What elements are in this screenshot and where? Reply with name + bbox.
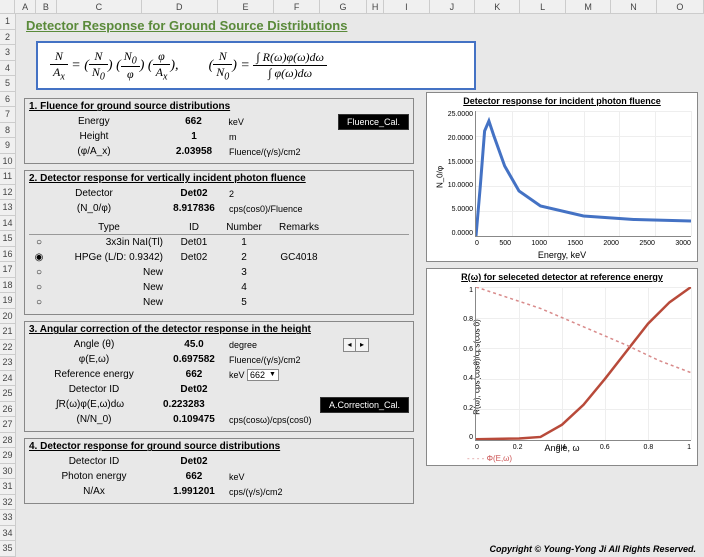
section-1-title: 1. Fluence for ground source distributio…	[29, 101, 409, 112]
section-4-title: 4. Detector response for ground source d…	[29, 441, 409, 452]
section-2: 2. Detector response for vertically inci…	[24, 170, 414, 315]
section-3-title: 3. Angular correction of the detector re…	[29, 324, 409, 335]
detector-radio[interactable]: ○	[29, 282, 49, 293]
copyright: Copyright © Young-Yong Ji All Rights Res…	[490, 544, 696, 554]
chart-detector-response: Detector response for incident photon fl…	[426, 92, 698, 262]
formula-box: NAx = (NN0) (N0φ) (φAx), (NN0) = ∫ R(ω)φ…	[36, 41, 476, 90]
ref-energy-dropdown[interactable]: 662▼	[247, 369, 279, 381]
detector-radio[interactable]: ○	[29, 267, 49, 278]
angle-spinner[interactable]: ◂▸	[343, 338, 369, 352]
detector-radio[interactable]: ○	[29, 297, 49, 308]
page-title: Detector Response for Ground Source Dist…	[16, 14, 704, 37]
section-4: 4. Detector response for ground source d…	[24, 438, 414, 504]
row-headers: 1234567891011121314151617181920212223242…	[0, 14, 16, 557]
calc-button[interactable]: A.Correction_Cal.	[320, 397, 409, 413]
section-3: 3. Angular correction of the detector re…	[24, 321, 414, 432]
section-2-title: 2. Detector response for vertically inci…	[29, 173, 409, 184]
chart2-legend: - - - - Φ(E,ω)	[467, 454, 512, 463]
detector-radio[interactable]: ○	[29, 237, 49, 248]
chart-r-omega: R(ω) for seleceted detector at reference…	[426, 268, 698, 466]
fluence-calc-button[interactable]: Fluence_Cal.	[338, 114, 409, 130]
worksheet: Detector Response for Ground Source Dist…	[16, 14, 704, 556]
column-headers: ABCDEFGHIJKLMNO	[0, 0, 704, 14]
detector-radio[interactable]: ◉	[29, 252, 49, 263]
section-1: 1. Fluence for ground source distributio…	[24, 98, 414, 164]
